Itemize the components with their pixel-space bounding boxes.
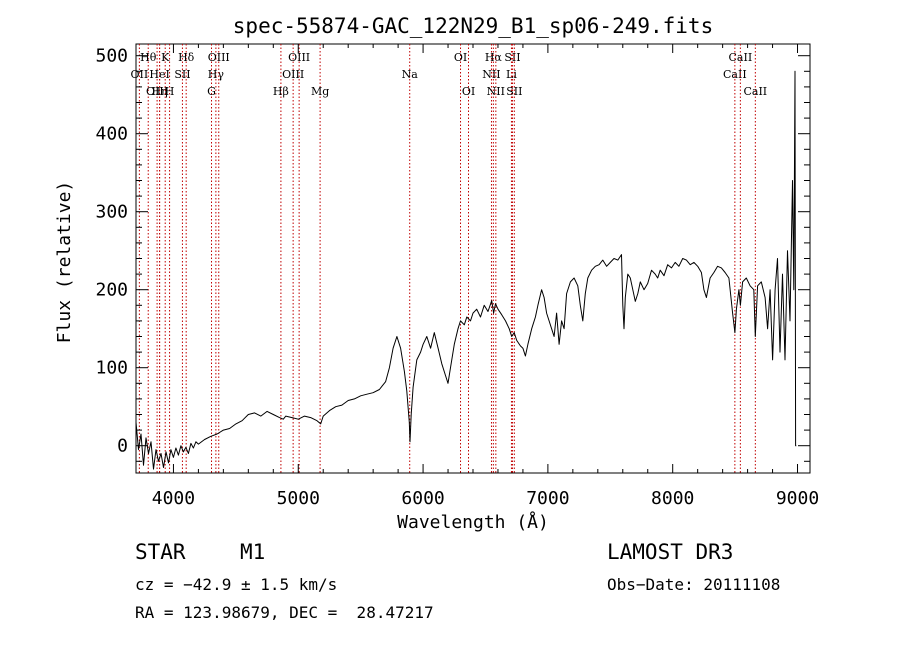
line-label: OI xyxy=(454,51,467,64)
line-label: CaII xyxy=(723,68,747,81)
x-tick-label: 9000 xyxy=(776,488,819,509)
y-tick-label: 0 xyxy=(117,436,128,457)
y-tick-label: 100 xyxy=(95,358,128,379)
line-label: SII xyxy=(174,68,190,81)
line-label: Li xyxy=(506,68,517,81)
line-label: HeI xyxy=(149,68,169,81)
chart-title: spec-55874-GAC_122N29_B1_sp06-249.fits xyxy=(233,14,713,38)
x-tick-label: 6000 xyxy=(401,488,444,509)
y-tick-label: 400 xyxy=(95,124,128,145)
line-label: CaII xyxy=(743,85,767,98)
y-tick-label: 200 xyxy=(95,280,128,301)
line-label: OII xyxy=(131,68,149,81)
line-label: Hθ xyxy=(140,51,157,64)
line-label: Hδ xyxy=(178,51,195,64)
spectrum-line xyxy=(135,70,797,470)
line-label: Na xyxy=(402,68,419,81)
line-label: OIII xyxy=(208,51,230,64)
line-label: NII xyxy=(482,68,500,81)
object-class: STAR xyxy=(135,540,186,564)
line-label: Hβ xyxy=(273,85,289,98)
spectral-lines-layer: OIIHθOIIIHηHeIKHSIIHδGHγOIIIHβOIIIOIIIMg… xyxy=(131,44,767,473)
x-tick-label: 5000 xyxy=(277,488,320,509)
y-axis-label: Flux (relative) xyxy=(54,181,75,344)
y-tick-label: 500 xyxy=(95,46,128,67)
line-label: Hγ xyxy=(208,68,225,81)
x-tick-label: 7000 xyxy=(526,488,569,509)
object-subclass: M1 xyxy=(240,540,266,564)
line-label: Mg xyxy=(311,85,329,98)
line-label: K xyxy=(161,51,170,64)
line-label: SII xyxy=(504,51,520,64)
line-label: OIII xyxy=(282,68,304,81)
line-label: OI xyxy=(462,85,475,98)
line-label: G xyxy=(207,85,216,98)
line-label: SII xyxy=(506,85,522,98)
y-tick-label: 300 xyxy=(95,202,128,223)
obs-date: Obs−Date: 20111108 xyxy=(607,575,781,594)
series-layer xyxy=(135,70,797,470)
line-label: Hη xyxy=(151,85,167,98)
line-label: H xyxy=(165,85,175,98)
line-label: NII xyxy=(487,85,505,98)
x-tick-label: 4000 xyxy=(152,488,195,509)
survey-name: LAMOST DR3 xyxy=(607,540,734,564)
coordinates: RA = 123.98679, DEC = 28.47217 xyxy=(135,603,434,622)
x-axis-label: Wavelength (Å) xyxy=(397,511,549,533)
line-label: CaII xyxy=(729,51,753,64)
x-tick-label: 8000 xyxy=(651,488,694,509)
plot-frame xyxy=(135,43,811,474)
line-label: OIII xyxy=(288,51,310,64)
redshift-readout: cz = −42.9 ± 1.5 km/s xyxy=(135,575,338,594)
line-label: Hα xyxy=(485,51,503,64)
line-label: OIII xyxy=(146,85,168,98)
axis-ticks-layer: 4000 5000 6000 7000 8000 9000 0 100 200 300 400 500 xyxy=(95,44,819,509)
